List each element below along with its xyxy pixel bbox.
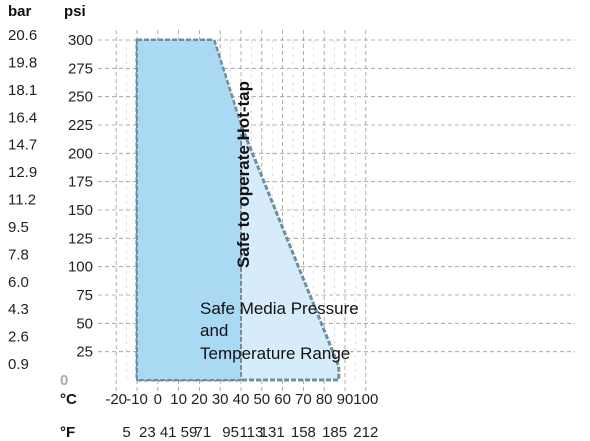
x-celsius-tick-label: 20 [191, 391, 208, 408]
y-bar-tick-label: 6.0 [8, 274, 29, 291]
y-psi-tick-label: 100 [68, 259, 93, 276]
area-layer [135, 38, 341, 382]
x-celsius-tick-label: 60 [274, 391, 291, 408]
unit-bar-label: bar [8, 3, 32, 20]
x-celsius-tick-label: 90 [337, 391, 354, 408]
x-celsius-tick-label: 100 [353, 391, 378, 408]
y-bar-tick-label: 7.8 [8, 246, 29, 263]
label-layer: bar psi 0 °C °F Safe Media Pressure and … [8, 3, 359, 441]
tick-layer: 30027525022520017515012510075502520.619.… [8, 27, 378, 441]
unit-psi-label: psi [64, 3, 86, 20]
x-fahrenheit-tick-label: 185 [322, 424, 347, 441]
x-celsius-tick-label: 30 [212, 391, 229, 408]
hot-tap-safe-area [136, 39, 242, 381]
y-zero-label: 0 [60, 372, 68, 389]
x-celsius-tick-label: 10 [170, 391, 187, 408]
y-bar-tick-label: 20.6 [8, 27, 37, 44]
x-fahrenheit-tick-label: 71 [195, 424, 212, 441]
x-fahrenheit-tick-label: 95 [222, 424, 239, 441]
x-fahrenheit-tick-label: 113 [239, 424, 263, 441]
y-psi-tick-label: 250 [68, 89, 93, 106]
y-bar-tick-label: 18.1 [8, 82, 37, 99]
x-fahrenheit-tick-label: 5 [122, 424, 130, 441]
x-celsius-tick-label: 70 [295, 391, 312, 408]
x-celsius-tick-label: 40 [233, 391, 250, 408]
y-psi-tick-label: 75 [76, 287, 93, 304]
y-psi-tick-label: 275 [68, 60, 93, 77]
y-bar-tick-label: 19.8 [8, 54, 37, 71]
y-bar-tick-label: 0.9 [8, 356, 29, 373]
y-psi-tick-label: 175 [68, 174, 93, 191]
y-psi-tick-label: 200 [68, 145, 93, 162]
media-region-label-3: Temperature Range [200, 344, 350, 363]
x-celsius-tick-label: -20 [105, 391, 127, 408]
y-bar-tick-label: 12.9 [8, 164, 37, 181]
y-bar-tick-label: 11.2 [8, 192, 36, 209]
x-celsius-tick-label: 0 [154, 391, 162, 408]
y-psi-tick-label: 150 [68, 202, 93, 219]
x-celsius-tick-label: 80 [316, 391, 333, 408]
x-celsius-tick-label: -10 [126, 391, 148, 408]
y-psi-tick-label: 25 [76, 344, 93, 361]
x-unit-fahrenheit: °F [60, 424, 75, 441]
y-bar-tick-label: 4.3 [8, 301, 29, 318]
y-bar-tick-label: 16.4 [8, 109, 37, 126]
x-fahrenheit-tick-label: 212 [353, 424, 378, 441]
x-fahrenheit-tick-label: 59 [181, 424, 198, 441]
y-psi-tick-label: 125 [68, 230, 93, 247]
media-region-label-1: Safe Media Pressure [200, 299, 359, 318]
y-psi-tick-label: 300 [68, 32, 93, 49]
x-unit-celsius: °C [60, 391, 77, 408]
x-fahrenheit-tick-label: 131 [260, 424, 285, 441]
y-psi-tick-label: 225 [68, 117, 93, 134]
x-fahrenheit-tick-label: 158 [291, 424, 316, 441]
media-region-label-2: and [200, 321, 228, 340]
x-fahrenheit-tick-label: 41 [160, 424, 177, 441]
x-celsius-tick-label: 50 [253, 391, 270, 408]
x-fahrenheit-tick-label: 23 [139, 424, 156, 441]
y-bar-tick-label: 2.6 [8, 329, 29, 346]
y-psi-tick-label: 50 [76, 315, 93, 332]
y-bar-tick-label: 14.7 [8, 137, 37, 154]
y-bar-tick-label: 9.5 [8, 219, 29, 236]
hot-tap-region-label: Safe to operate Hot-tap [234, 81, 253, 268]
